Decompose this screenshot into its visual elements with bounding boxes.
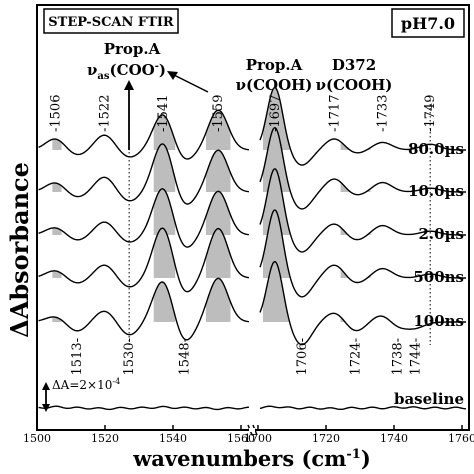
peak-label-up: -1559	[211, 95, 226, 132]
x-tick-label: 1540	[159, 432, 187, 445]
peak-label-down: 1724-	[349, 338, 364, 375]
shaded-band	[205, 150, 231, 192]
shaded-band	[153, 188, 176, 235]
peak-label-up: -1733	[375, 95, 390, 132]
peak-label-down: 1530-	[122, 338, 137, 375]
shaded-band	[340, 316, 371, 322]
ph-box-text: pH7.0	[401, 14, 455, 33]
peak-label-up: -1541	[156, 95, 171, 132]
scale-bar-label: ΔA=2×10-4	[52, 377, 120, 392]
spectral-traces	[38, 86, 467, 411]
trace-500ns	[259, 209, 467, 298]
arrow-diagonal	[167, 71, 209, 93]
series-label: 80.0µs	[408, 140, 464, 158]
peak-label-down: 1738-	[390, 338, 405, 375]
shaded-band	[205, 278, 231, 322]
shaded-band	[153, 114, 176, 150]
shaded-band	[205, 110, 231, 150]
title-box: STEP-SCAN FTIR	[43, 8, 179, 34]
peak-label-up: -1506	[48, 95, 63, 132]
trace-100ns	[259, 260, 467, 346]
trace-baseline	[38, 405, 249, 411]
trace-500ns	[38, 227, 250, 293]
peak-label-up: -1749	[423, 95, 438, 132]
trace-20s	[38, 188, 250, 248]
peak-label-up: -1522	[98, 95, 113, 132]
series-label: 2.0µs	[418, 225, 464, 243]
x-tick-label: 1520	[91, 432, 119, 445]
shaded-band	[340, 268, 371, 278]
peak-label-down: 1706-	[295, 338, 310, 375]
ph-box: pH7.0	[391, 8, 465, 38]
axis-break	[247, 424, 258, 436]
trace-100s	[259, 126, 467, 210]
annotation-propA-cooh-line1: Prop.A	[246, 56, 303, 74]
trace-100ns	[38, 277, 250, 341]
annotation-propA-cooh-line2: ν(COOH)	[236, 76, 313, 94]
series-label: 10.0µs	[408, 182, 464, 200]
peak-label-down: 1513-	[70, 338, 85, 375]
x-tick-label: 1500	[23, 432, 51, 445]
shaded-band	[52, 182, 62, 192]
annotation-propA-cooh: Prop.A ν(COOH)	[236, 56, 313, 94]
trace-20s	[259, 168, 467, 253]
peak-label-down: 1548-	[177, 338, 192, 375]
annotation-propA-asym-line1: Prop.A	[104, 40, 161, 58]
trace-800s	[38, 109, 250, 160]
arrow-up	[124, 80, 134, 150]
shaded-band	[205, 191, 231, 235]
series-label: 100ns	[413, 312, 464, 330]
shaded-band	[52, 139, 62, 150]
y-axis-label: ΔAbsorbance	[5, 162, 34, 338]
trace-800s	[259, 86, 467, 166]
series-labels: 80.0µs 10.0µs 2.0µs 500ns 100ns baseline	[394, 140, 464, 408]
peak-label-up: -1717	[328, 95, 343, 132]
annotation-d372-line2: ν(COOH)	[316, 76, 393, 94]
series-label: baseline	[394, 390, 464, 408]
peak-label-down: 1744-	[408, 338, 423, 375]
dotted-guides	[128, 100, 431, 345]
shaded-band	[153, 281, 176, 322]
annotation-d372-line1: D372	[332, 56, 376, 74]
trace-100s	[38, 143, 250, 205]
x-tick-label: 1720	[312, 432, 340, 445]
shaded-band	[153, 228, 176, 278]
series-label: 500ns	[413, 268, 464, 286]
x-axis-label: wavenumbers (cm-1)	[132, 446, 371, 471]
annotation-propA-asym-line2: νas(COO-)	[87, 61, 166, 82]
shaded-band	[262, 261, 290, 322]
x-tick-label: 1560	[227, 432, 255, 445]
annotation-d372: D372 ν(COOH)	[316, 56, 393, 94]
shaded-band	[205, 228, 231, 278]
shaded-band	[340, 141, 371, 150]
peak-labels: -1506 -1522 -1541 -1559 -1697 -1717 -1733 -1749…	[48, 95, 438, 376]
shaded-band	[153, 143, 176, 192]
annotation-propA-asym: Prop.A νas(COO-)	[87, 40, 166, 82]
x-tick-label: 1700	[244, 432, 272, 445]
peak-label-up: -1697	[268, 95, 283, 132]
shaded-band	[340, 227, 371, 235]
scale-bar: ΔA=2×10-4	[42, 377, 120, 412]
x-tick-label: 1760	[448, 432, 474, 445]
x-tick-label: 1740	[380, 432, 408, 445]
shaded-band	[52, 316, 62, 322]
trace-baseline	[259, 405, 467, 411]
title-box-text: STEP-SCAN FTIR	[48, 15, 174, 30]
